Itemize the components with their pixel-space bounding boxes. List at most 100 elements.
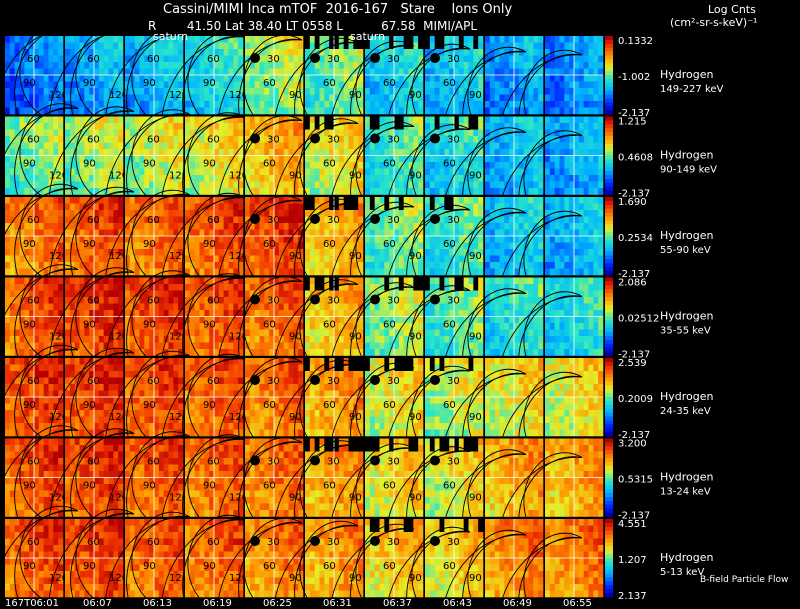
image-pixel (305, 49, 311, 56)
image-pixel (238, 142, 244, 150)
image-pixel (168, 203, 174, 211)
image-pixel (245, 175, 251, 182)
image-pixel (89, 75, 95, 82)
image-pixel (509, 236, 515, 243)
image-pixel (48, 81, 54, 89)
image-pixel (134, 262, 140, 269)
image-pixel (319, 197, 325, 204)
image-pixel (554, 236, 560, 243)
image-pixel (545, 175, 551, 182)
image-pixel (314, 62, 320, 69)
image-pixel (89, 268, 95, 276)
image-pixel (288, 88, 294, 95)
image-pixel (69, 49, 75, 56)
image-pixel (98, 268, 104, 276)
image-pixel (94, 249, 100, 256)
image-pixel (158, 255, 164, 263)
image-pixel (94, 181, 100, 189)
image-pixel (53, 107, 59, 115)
image-pixel (288, 101, 294, 108)
image-pixel (9, 255, 15, 263)
image-pixel (468, 101, 474, 108)
image-pixel (319, 142, 325, 150)
image-pixel (293, 223, 299, 230)
image-pixel (38, 349, 44, 356)
image-pixel (98, 168, 104, 176)
image-pixel (173, 277, 179, 285)
image-pixel (538, 149, 544, 156)
image-pixel (199, 36, 205, 43)
image-pixel (9, 88, 15, 95)
row-energy-label: 149-227 keV (660, 84, 724, 95)
image-pixel (53, 236, 59, 243)
image-pixel (283, 236, 289, 243)
image-pixel (129, 223, 135, 230)
image-pixel (578, 68, 584, 76)
image-pixel (293, 123, 299, 130)
image-pixel (269, 223, 275, 230)
image-pixel (574, 236, 580, 243)
image-pixel (418, 155, 424, 163)
image-pixel (334, 203, 340, 211)
image-pixel (403, 55, 409, 63)
image-pixel (194, 123, 200, 130)
image-pixel (65, 107, 71, 115)
image-pixel (425, 75, 431, 82)
image-pixel (478, 175, 484, 182)
image-pixel (578, 42, 584, 50)
image-pixel (538, 68, 544, 76)
image-pixel (485, 101, 491, 108)
image-pixel (394, 129, 400, 137)
image-pixel (343, 136, 349, 143)
image-pixel (468, 268, 474, 276)
image-pixel (223, 107, 229, 115)
contour-label: 90 (23, 320, 36, 331)
image-pixel (259, 81, 265, 89)
image-pixel (398, 255, 404, 263)
image-pixel (353, 42, 359, 50)
image-pixel (489, 210, 495, 217)
image-pixel (454, 62, 460, 69)
image-pixel (129, 88, 135, 95)
image-pixel (218, 55, 224, 63)
image-pixel (439, 249, 445, 256)
image-pixel (204, 136, 210, 143)
image-pixel (238, 255, 244, 263)
image-pixel (178, 42, 184, 50)
image-pixel (283, 75, 289, 82)
image-pixel (259, 268, 265, 276)
image-pixel (463, 62, 469, 69)
image-pixel (103, 255, 109, 263)
image-pixel (334, 49, 340, 56)
colorbar-segment (605, 220, 613, 225)
contour-line (243, 115, 303, 209)
image-pixel (204, 55, 210, 63)
image-pixel (458, 168, 464, 176)
image-pixel (5, 42, 11, 50)
image-pixel (254, 223, 260, 230)
image-pixel (329, 62, 335, 69)
image-pixel (69, 68, 75, 76)
image-pixel (454, 68, 460, 76)
image-pixel (264, 168, 270, 176)
image-pixel (19, 197, 25, 204)
image-pixel (163, 181, 169, 189)
image-pixel (29, 101, 35, 108)
image-pixel (134, 107, 140, 115)
image-pixel (298, 55, 304, 63)
image-pixel (425, 129, 431, 137)
image-pixel (499, 155, 505, 163)
image-pixel (259, 216, 265, 224)
image-pixel (518, 136, 524, 143)
image-pixel (118, 236, 124, 243)
image-pixel (365, 55, 371, 63)
image-pixel (454, 168, 460, 176)
image-pixel (374, 129, 380, 137)
contour-label: 120 (49, 251, 68, 262)
image-pixel (79, 68, 85, 76)
image-pixel (389, 242, 395, 250)
image-pixel (48, 216, 54, 224)
image-pixel (189, 268, 195, 276)
image-pixel (125, 203, 131, 211)
image-pixel (408, 62, 414, 69)
